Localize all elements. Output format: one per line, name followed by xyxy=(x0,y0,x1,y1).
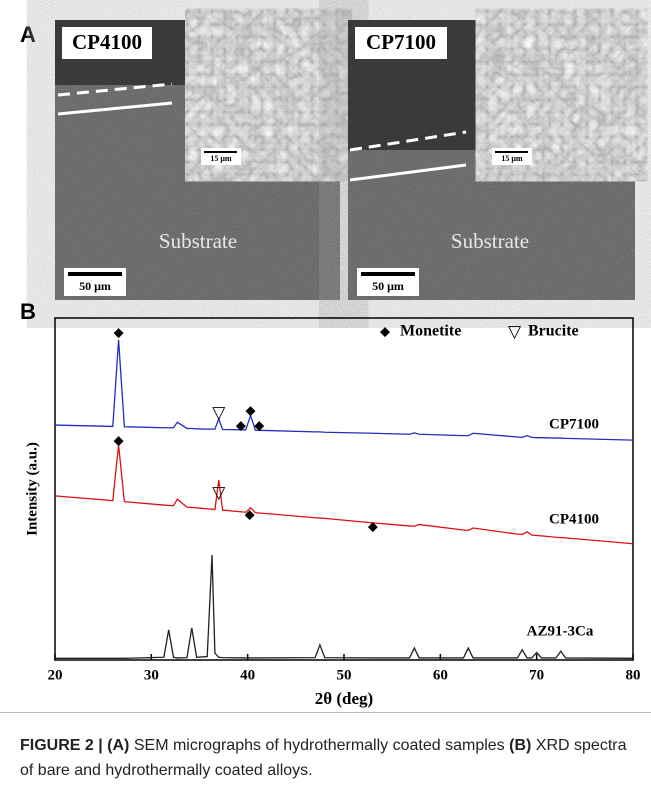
legend-label: Monetite xyxy=(400,323,461,340)
panel-label: A xyxy=(20,22,36,47)
x-tick-label: 80 xyxy=(626,667,641,683)
spectrum-line xyxy=(54,339,634,441)
series-label: AZ91-3Ca xyxy=(527,623,594,639)
plot-frame xyxy=(54,317,634,661)
caption-a: (A) xyxy=(107,737,130,754)
peak-marker: ◆ xyxy=(245,507,255,522)
image-title: CP4100 xyxy=(72,30,142,54)
y-axis-label: Intensity (a.u.) xyxy=(24,442,40,536)
caption: FIGURE 2 | (A) SEM micrographs of hydrot… xyxy=(0,712,651,798)
peak-marker: ◆ xyxy=(236,419,246,434)
peak-marker: ▽ xyxy=(212,403,226,423)
x-tick-label: 70 xyxy=(529,667,544,683)
legend-label: Brucite xyxy=(528,323,579,340)
x-tick-label: 20 xyxy=(48,667,63,683)
spectrum-line xyxy=(54,444,634,545)
legend-symbol: ▽ xyxy=(508,322,522,342)
x-tick-label: 50 xyxy=(337,667,352,683)
region-label: Substrate xyxy=(159,229,237,253)
caption-b-text: XRD spectra of bare and hydrothermally c… xyxy=(20,737,627,779)
x-axis-label: 2θ (deg) xyxy=(315,689,373,708)
region-label: Substrate xyxy=(451,229,529,253)
inset-scale: 15 μm xyxy=(501,154,523,163)
x-tick-label: 30 xyxy=(144,667,159,683)
peak-marker: ▽ xyxy=(212,483,226,503)
inset-scale: 15 μm xyxy=(210,154,232,163)
scale-bar-label: 50 μm xyxy=(79,279,111,293)
caption-b: (B) xyxy=(509,737,532,754)
spectrum-line xyxy=(55,554,634,659)
panel-label: B xyxy=(20,299,36,324)
peak-marker: ◆ xyxy=(114,326,124,341)
series-label: CP7100 xyxy=(549,416,599,432)
sem-image: CP4100 15 μm Substrate 50 μm xyxy=(55,20,340,300)
x-tick-label: 40 xyxy=(240,667,255,683)
peak-marker: ◆ xyxy=(246,404,256,419)
sem-image: CP7100 15 μm Substrate 50 μm xyxy=(348,20,635,300)
x-tick-label: 60 xyxy=(433,667,448,683)
peak-marker: ◆ xyxy=(254,419,264,434)
caption-a-text: SEM micrographs of hydrothermally coated… xyxy=(133,737,505,754)
image-title: CP7100 xyxy=(366,30,436,54)
series-label: CP4100 xyxy=(549,511,599,527)
peak-marker: ◆ xyxy=(114,434,124,449)
legend-symbol: ◆ xyxy=(380,325,390,340)
scale-bar-label: 50 μm xyxy=(372,279,404,293)
caption-figure: FIGURE 2 | xyxy=(20,737,103,754)
figure: A CP4100 15 μm Substrate 50 μm CP7100 15… xyxy=(20,20,641,708)
peak-marker: ◆ xyxy=(368,519,378,534)
